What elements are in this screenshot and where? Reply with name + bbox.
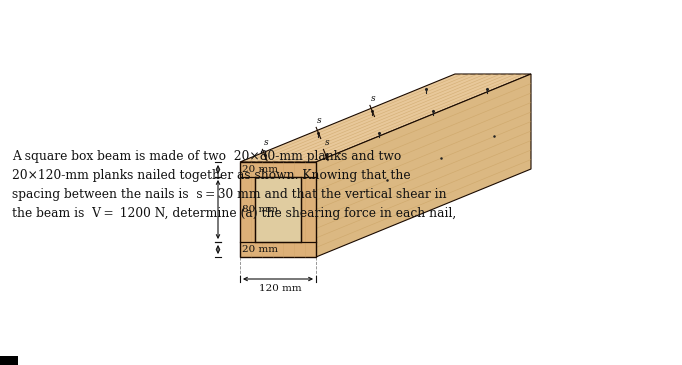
Text: A square box beam is made of two  20×80-mm planks and two: A square box beam is made of two 20×80-m… — [12, 150, 401, 163]
Text: spacing between the nails is  s = 30 mm and that the vertical shear in: spacing between the nails is s = 30 mm a… — [12, 188, 447, 201]
Text: 120 mm: 120 mm — [258, 284, 301, 293]
Text: s: s — [263, 138, 268, 147]
Polygon shape — [240, 162, 316, 257]
Text: s: s — [325, 138, 329, 147]
Text: 20 mm: 20 mm — [242, 165, 278, 174]
Bar — [0, 356, 18, 365]
Text: 20×120-mm planks nailed together as shown. Knowing that the: 20×120-mm planks nailed together as show… — [12, 169, 411, 182]
Text: the beam is  V = 1200 N, determine (a) the shearing force in each nail,: the beam is V = 1200 N, determine (a) th… — [12, 207, 456, 220]
Text: 20 mm: 20 mm — [242, 245, 278, 254]
Text: s: s — [371, 95, 376, 103]
Polygon shape — [240, 74, 531, 162]
Polygon shape — [316, 74, 531, 257]
Text: s: s — [317, 116, 322, 126]
Polygon shape — [255, 177, 301, 242]
Text: 80 mm: 80 mm — [242, 205, 278, 214]
